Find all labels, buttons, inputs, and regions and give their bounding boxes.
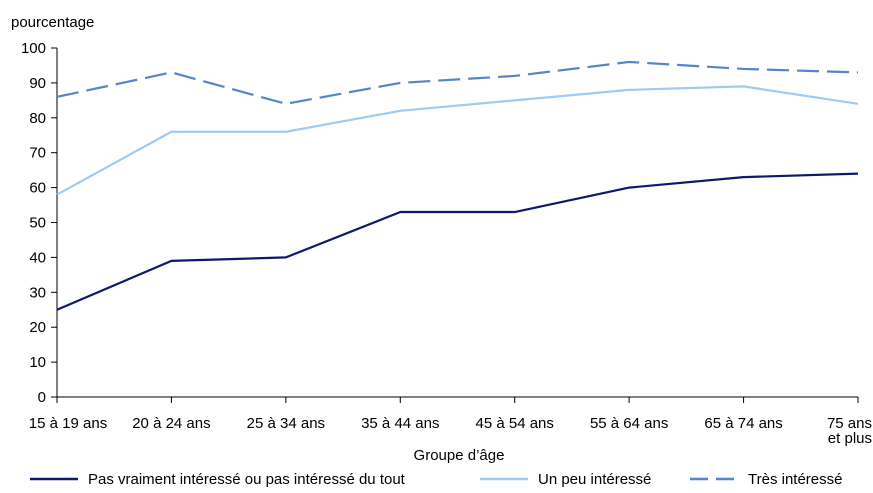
y-tick-label: 50 bbox=[29, 215, 46, 232]
y-axis: 0 10 20 30 40 50 60 70 80 90 100 bbox=[21, 40, 58, 406]
y-tick-label: 0 bbox=[38, 389, 46, 406]
series-line-0 bbox=[56, 172, 859, 311]
x-tick-label: 55 à 64 ans bbox=[590, 415, 668, 432]
series-line-2 bbox=[56, 60, 859, 105]
x-tick-label: 35 à 44 ans bbox=[361, 415, 439, 432]
legend-label: Un peu intéressé bbox=[538, 471, 651, 488]
y-tick-label: 60 bbox=[29, 180, 46, 197]
series-lines bbox=[56, 60, 859, 311]
x-tick-label: et plus bbox=[828, 430, 872, 447]
legend-label: Très intéressé bbox=[748, 471, 842, 488]
x-axis: 15 à 19 ans 20 à 24 ans 25 à 34 ans 35 à 44… bbox=[29, 396, 872, 447]
x-axis-title: Groupe d’âge bbox=[414, 447, 505, 464]
y-tick-label: 20 bbox=[29, 319, 46, 336]
legend-label: Pas vraiment intéressé ou pas intéressé … bbox=[88, 471, 406, 488]
y-tick-label: 70 bbox=[29, 145, 46, 162]
x-tick-label: 25 à 34 ans bbox=[247, 415, 325, 432]
y-tick-label: 100 bbox=[21, 40, 46, 57]
y-axis-title: pourcentage bbox=[11, 14, 94, 31]
y-tick-label: 10 bbox=[29, 354, 46, 371]
legend: Pas vraiment intéressé ou pas intéressé … bbox=[30, 471, 842, 488]
x-tick-label: 75 ans bbox=[827, 415, 872, 432]
x-tick-label: 20 à 24 ans bbox=[132, 415, 210, 432]
y-tick-label: 40 bbox=[29, 249, 46, 266]
x-tick-label: 45 à 54 ans bbox=[476, 415, 554, 432]
series-line-1 bbox=[56, 85, 859, 196]
y-tick-label: 80 bbox=[29, 110, 46, 127]
x-tick-label: 65 à 74 ans bbox=[704, 415, 782, 432]
y-tick-label: 90 bbox=[29, 75, 46, 92]
x-tick-label: 15 à 19 ans bbox=[29, 415, 107, 432]
y-tick-label: 30 bbox=[29, 284, 46, 301]
